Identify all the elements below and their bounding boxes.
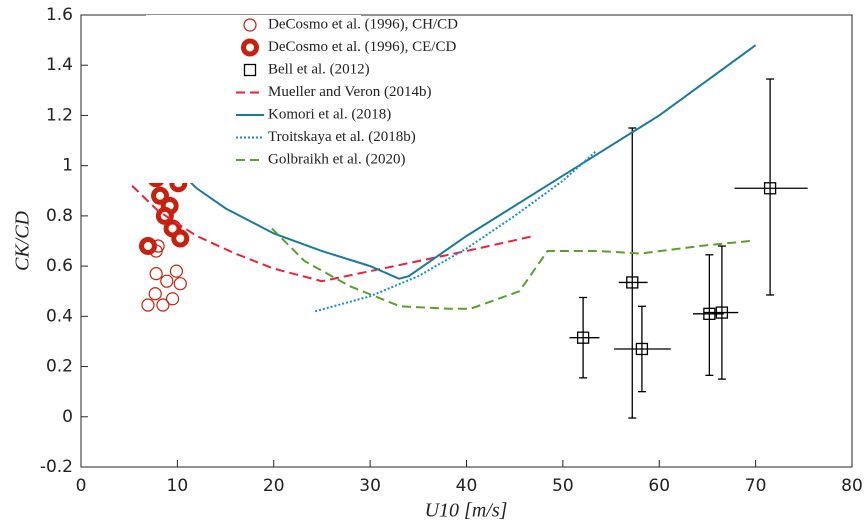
legend-swatch	[241, 38, 259, 57]
legend-label: Mueller and Veron (2014b)	[268, 84, 431, 100]
point	[141, 298, 155, 312]
line	[314, 149, 598, 313]
y-tick-label: 1.2	[46, 105, 73, 125]
legend-label: Golbraikh et al. (2020)	[268, 151, 405, 167]
legend-swatch	[243, 63, 257, 77]
y-tick-label: 0.4	[46, 306, 73, 326]
point	[635, 342, 649, 356]
y-axis-label: CK/CD	[12, 210, 34, 271]
legend-label: DeCosmo et al. (1996), CH/CD	[268, 16, 458, 32]
x-tick-label: 80	[841, 476, 863, 496]
y-tick-label: 0.2	[46, 357, 73, 377]
legend-label: Komori et al. (2018)	[268, 106, 391, 122]
legend-label: Bell et al. (2012)	[268, 61, 370, 77]
x-tick-label: 10	[167, 476, 189, 496]
point	[149, 267, 163, 281]
y-tick-label: 1.6	[46, 5, 73, 25]
point	[156, 298, 170, 312]
point	[173, 277, 187, 291]
y-tick-label: 1.4	[46, 55, 73, 75]
legend-label: DeCosmo et al. (1996), CE/CD	[268, 39, 456, 55]
x-tick-label: 60	[648, 476, 670, 496]
point	[576, 331, 590, 344]
point	[763, 182, 777, 195]
line	[131, 185, 535, 283]
point	[171, 229, 190, 248]
y-tick-label: -0.2	[40, 457, 73, 477]
point	[151, 186, 170, 205]
x-tick-label: 40	[456, 476, 478, 496]
point	[626, 276, 639, 289]
legend-label: Troitskaya et al. (2018b)	[268, 129, 416, 145]
point	[138, 237, 157, 256]
x-axis-label: U10 [m/s]	[425, 500, 508, 522]
y-tick-label: 0	[62, 407, 73, 427]
y-tick-label: 1	[62, 156, 73, 176]
point	[160, 274, 174, 288]
x-tick-label: 50	[552, 476, 574, 496]
point	[169, 264, 184, 278]
legend-swatch	[243, 18, 257, 32]
point	[715, 306, 729, 319]
point	[703, 307, 716, 320]
x-tick-label: 30	[359, 476, 381, 496]
point	[165, 292, 180, 306]
y-tick-label: 0.6	[46, 256, 73, 276]
y-tick-label: 0.8	[46, 206, 73, 226]
line	[271, 227, 750, 310]
point	[148, 287, 162, 301]
x-tick-label: 70	[745, 476, 767, 496]
x-tick-label: 0	[76, 476, 87, 496]
x-tick-label: 20	[263, 476, 285, 496]
